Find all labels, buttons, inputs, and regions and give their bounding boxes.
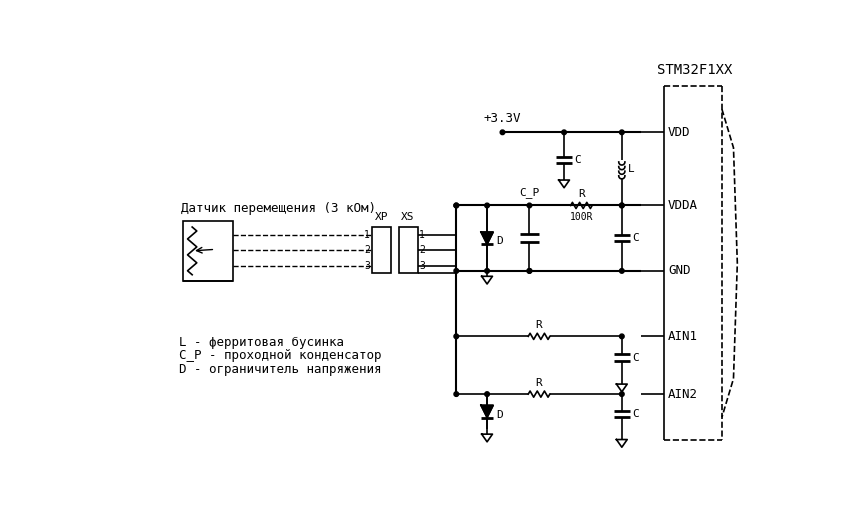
- Text: L: L: [628, 164, 635, 174]
- Circle shape: [620, 203, 624, 208]
- Bar: [372, 227, 391, 273]
- Circle shape: [485, 392, 489, 396]
- Circle shape: [620, 130, 624, 134]
- Circle shape: [454, 392, 459, 396]
- Text: GND: GND: [668, 265, 691, 277]
- Text: +3.3V: +3.3V: [484, 112, 521, 124]
- Text: STM32F1XX: STM32F1XX: [657, 63, 733, 77]
- Circle shape: [454, 203, 459, 208]
- Circle shape: [620, 392, 624, 396]
- Text: C: C: [632, 409, 639, 419]
- Text: R: R: [536, 320, 542, 330]
- Text: C_P: C_P: [519, 187, 540, 198]
- Text: C_P - проходной конденсатор: C_P - проходной конденсатор: [179, 350, 381, 362]
- Text: 1: 1: [364, 230, 370, 240]
- Text: C: C: [632, 352, 639, 363]
- Text: XP: XP: [375, 213, 388, 223]
- Bar: [399, 227, 418, 273]
- Text: 100R: 100R: [570, 212, 593, 222]
- Text: D - ограничитель напряжения: D - ограничитель напряжения: [179, 363, 381, 375]
- Text: 2: 2: [364, 245, 370, 255]
- Circle shape: [527, 203, 532, 208]
- Text: R: R: [536, 378, 542, 388]
- Circle shape: [485, 203, 489, 208]
- Text: 3: 3: [364, 260, 370, 270]
- Text: 3: 3: [419, 260, 425, 270]
- Text: R: R: [578, 190, 585, 200]
- Text: 1: 1: [419, 230, 425, 240]
- Bar: [183, 221, 233, 281]
- Text: Датчик перемещения (3 кОм): Датчик перемещения (3 кОм): [182, 202, 376, 215]
- Circle shape: [561, 130, 567, 134]
- Polygon shape: [481, 232, 493, 244]
- Text: AIN2: AIN2: [668, 387, 698, 401]
- Circle shape: [454, 269, 459, 273]
- Circle shape: [485, 269, 489, 273]
- Circle shape: [454, 334, 459, 339]
- Circle shape: [527, 269, 532, 273]
- Text: XS: XS: [401, 213, 415, 223]
- Text: C: C: [632, 233, 639, 243]
- Text: D: D: [496, 410, 503, 419]
- Text: 2: 2: [419, 245, 425, 255]
- Circle shape: [500, 130, 505, 134]
- Text: AIN1: AIN1: [668, 330, 698, 343]
- Text: D: D: [496, 236, 503, 246]
- Polygon shape: [481, 405, 493, 417]
- Circle shape: [620, 269, 624, 273]
- Circle shape: [620, 334, 624, 339]
- Circle shape: [527, 269, 532, 273]
- Circle shape: [454, 203, 459, 208]
- Text: VDDA: VDDA: [668, 199, 698, 212]
- Text: VDD: VDD: [668, 126, 691, 139]
- Circle shape: [620, 203, 624, 208]
- Text: L - ферритовая бусинка: L - ферритовая бусинка: [179, 337, 344, 349]
- Text: C: C: [574, 155, 581, 165]
